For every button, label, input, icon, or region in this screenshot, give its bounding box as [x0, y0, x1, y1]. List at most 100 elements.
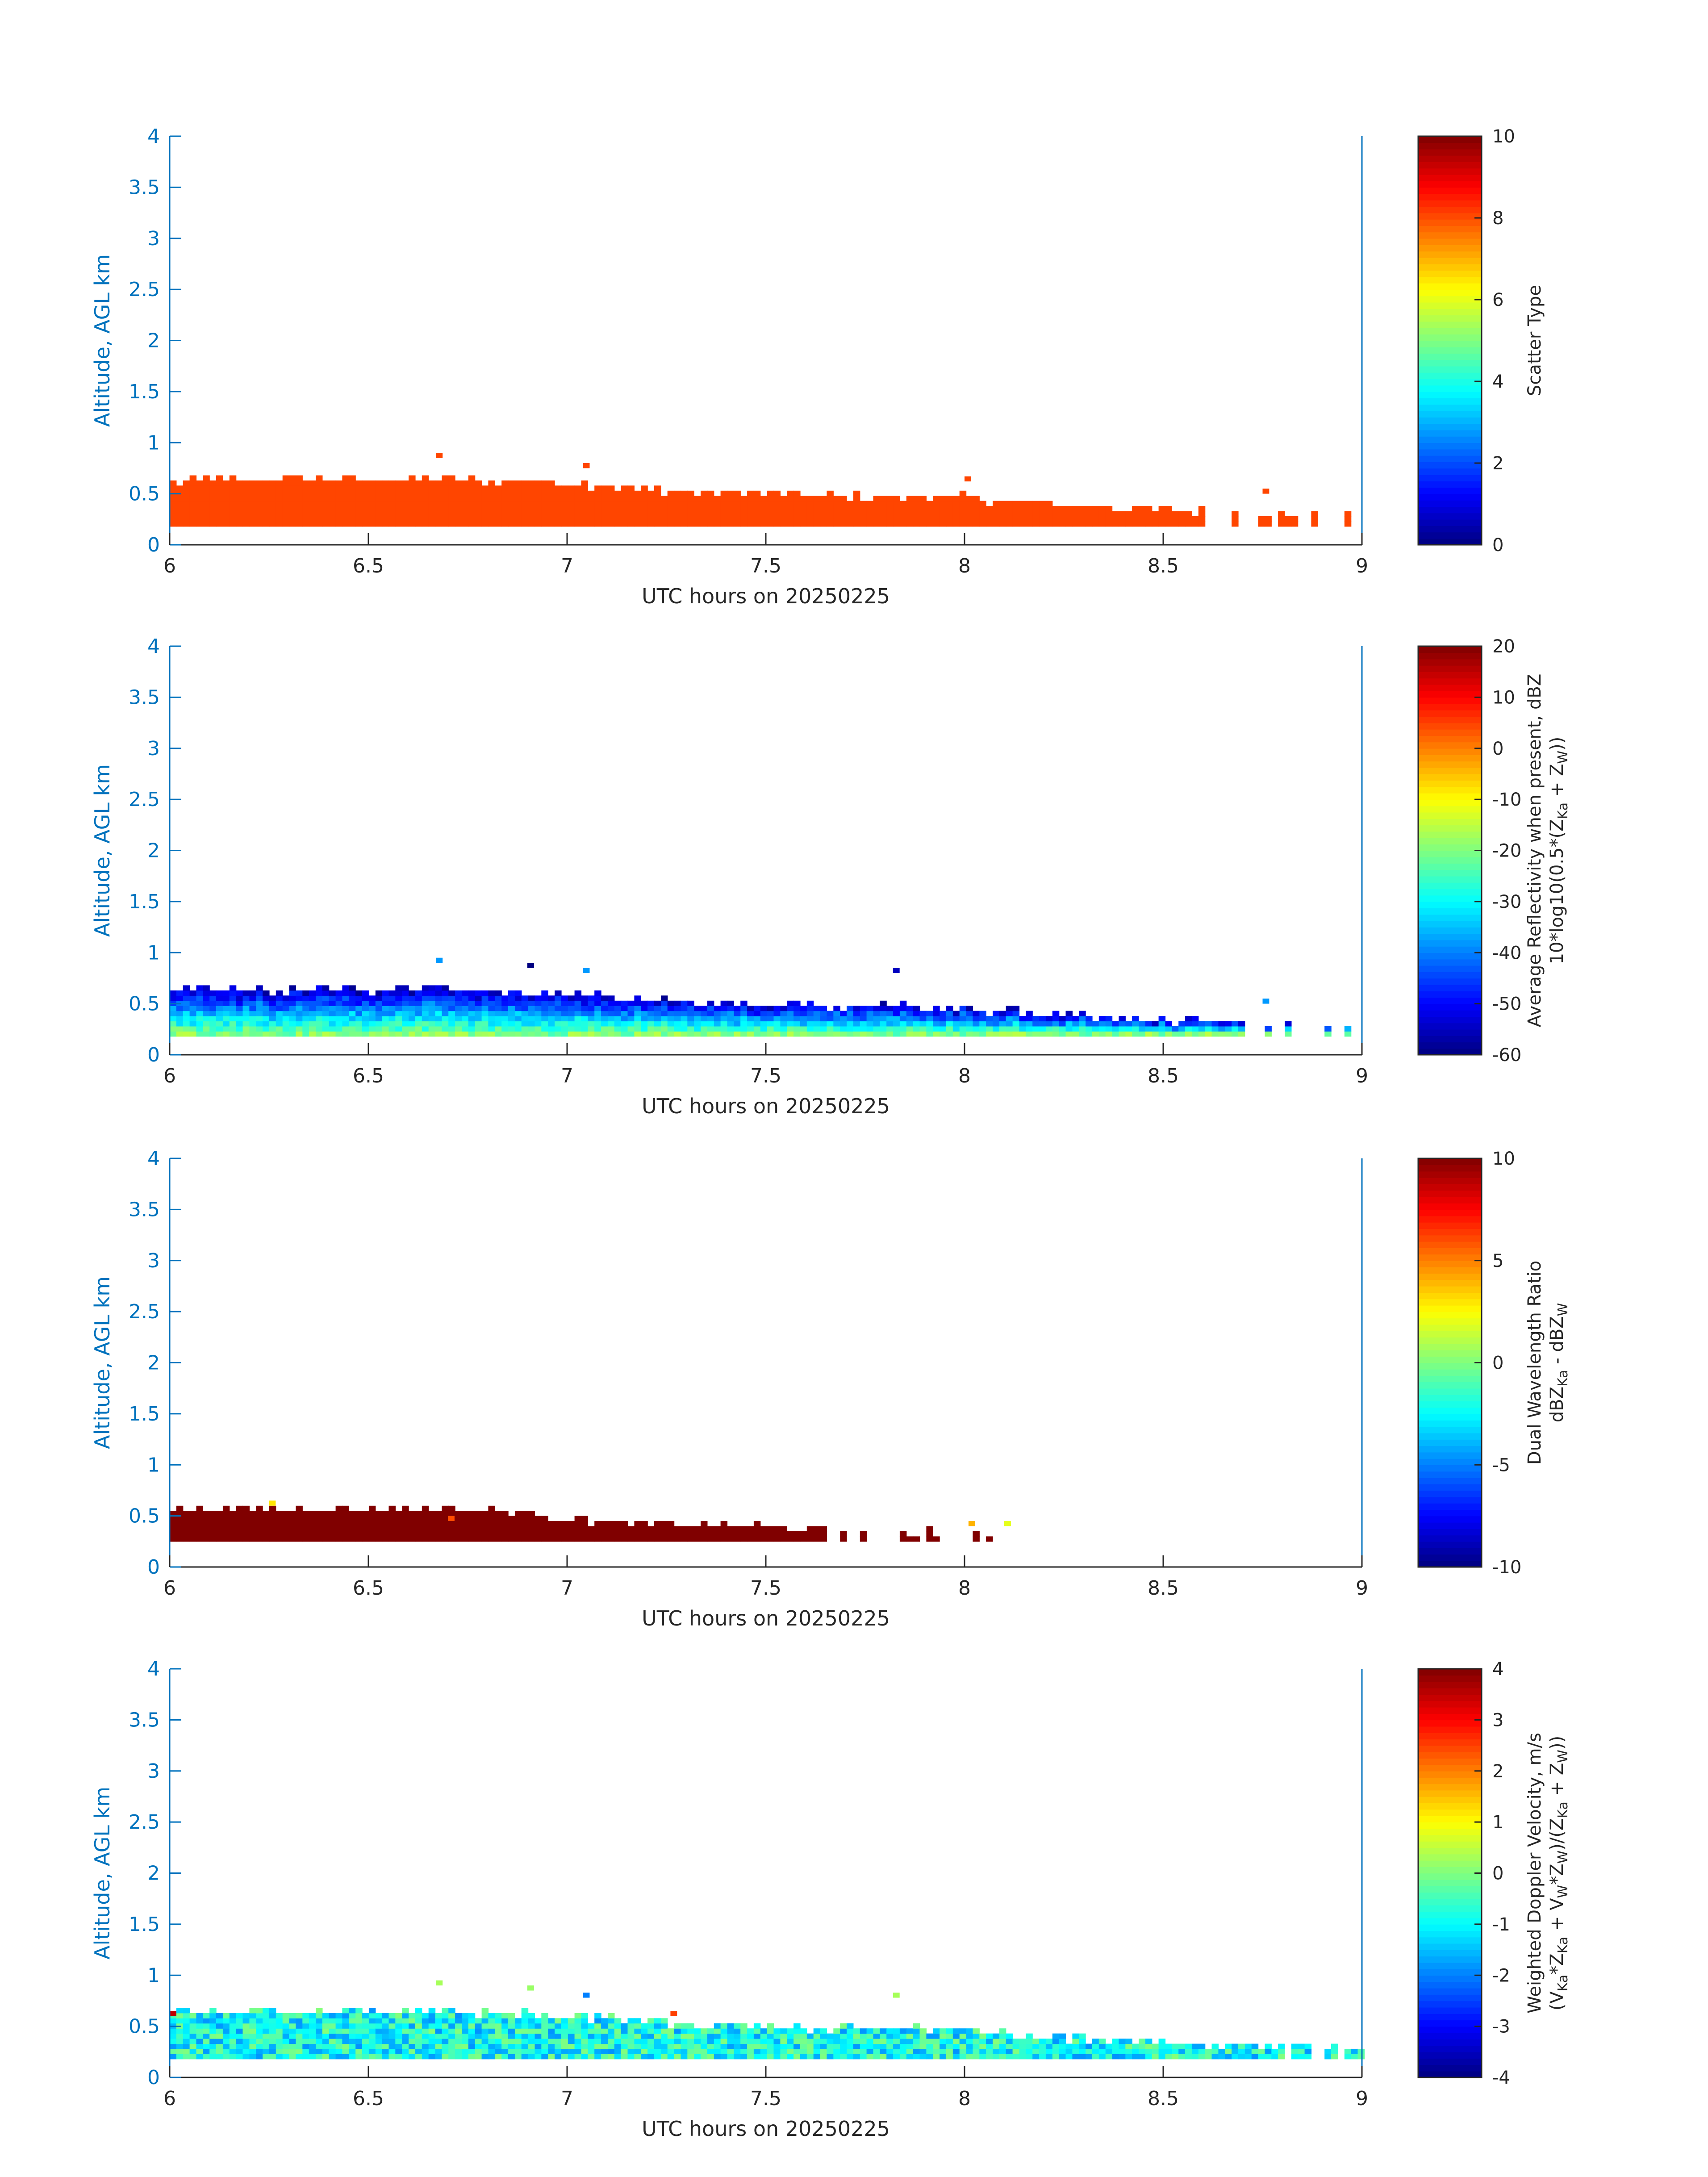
- heatmap-cell: [216, 2033, 223, 2039]
- heatmap-cell: [667, 506, 675, 512]
- heatmap-cell: [329, 1026, 336, 1032]
- heatmap-cell: [707, 501, 714, 506]
- heatmap-cell: [681, 516, 688, 522]
- heatmap-cell: [1165, 2043, 1172, 2049]
- heatmap-cell: [382, 2033, 389, 2039]
- heatmap-cell: [229, 475, 237, 481]
- heatmap-cell: [495, 516, 502, 522]
- heatmap-cell: [362, 2033, 369, 2039]
- heatmap-cell: [1198, 2048, 1206, 2054]
- heatmap-cell: [707, 1031, 714, 1037]
- heatmap-cell: [229, 2028, 237, 2034]
- heatmap-cell: [362, 521, 369, 527]
- colorbar-segment: [1418, 257, 1482, 264]
- outlier-cell: [527, 963, 534, 968]
- heatmap-cell: [289, 521, 296, 527]
- heatmap-cell: [1098, 1016, 1106, 1022]
- heatmap-cell: [787, 1006, 794, 1011]
- colorbar-segment: [1418, 844, 1482, 851]
- heatmap-cell: [1072, 1026, 1079, 1032]
- heatmap-cell: [1324, 2048, 1332, 2054]
- heatmap-cell: [701, 2033, 708, 2039]
- heatmap-cell: [222, 2048, 230, 2054]
- heatmap-cell: [840, 2043, 847, 2049]
- heatmap-cell: [355, 2023, 363, 2029]
- heatmap-cell: [468, 1521, 476, 1527]
- heatmap-cell: [289, 1031, 296, 1037]
- heatmap-cell: [514, 2043, 522, 2049]
- heatmap-cell: [296, 1505, 303, 1511]
- heatmap-cell: [866, 2048, 874, 2054]
- heatmap-cell: [196, 1026, 203, 1032]
- heatmap-cell: [840, 1011, 847, 1016]
- heatmap-cell: [720, 2054, 728, 2060]
- heatmap-cell: [309, 1516, 316, 1521]
- heatmap-cell: [196, 2039, 203, 2044]
- heatmap-cell: [793, 496, 801, 501]
- heatmap-cell: [594, 511, 601, 517]
- heatmap-cell: [322, 2054, 330, 2060]
- heatmap-cell: [422, 1011, 429, 1016]
- heatmap-cell: [1105, 1016, 1113, 1022]
- heatmap-cell: [521, 1526, 529, 1532]
- heatmap-cell: [435, 2043, 442, 2049]
- heatmap-cell: [375, 2048, 383, 2054]
- heatmap-cell: [548, 2018, 555, 2024]
- heatmap-cell: [229, 985, 237, 991]
- heatmap-cell: [368, 1526, 376, 1532]
- heatmap-cell: [973, 2028, 980, 2034]
- heatmap-cell: [1185, 1026, 1192, 1032]
- heatmap-cell: [249, 990, 256, 996]
- heatmap-cell: [276, 521, 283, 527]
- heatmap-cell: [541, 1011, 548, 1016]
- heatmap-cell: [422, 2023, 429, 2029]
- y-tick-label: 3: [147, 227, 160, 250]
- heatmap-cell: [926, 1016, 933, 1022]
- heatmap-cell: [501, 2013, 509, 2018]
- colorbar-label: Scatter Type: [1524, 285, 1545, 396]
- heatmap-cell: [316, 1021, 323, 1027]
- heatmap-cell: [342, 480, 349, 486]
- heatmap-cell: [1178, 2054, 1186, 2060]
- colorbar-segment: [1418, 755, 1482, 762]
- colorbar-segment: [1418, 232, 1482, 239]
- heatmap-cell: [183, 506, 190, 512]
- heatmap-cell: [375, 2023, 383, 2029]
- colorbar-segment: [1418, 1190, 1482, 1197]
- heatmap-cell: [216, 2028, 223, 2034]
- heatmap-cell: [296, 490, 303, 496]
- colorbar-segment: [1418, 2071, 1482, 2078]
- colorbar-segment: [1418, 423, 1482, 430]
- heatmap-cell: [256, 1000, 263, 1006]
- heatmap-cell: [535, 485, 542, 491]
- heatmap-cell: [866, 1011, 874, 1016]
- colorbar-segment: [1418, 1420, 1482, 1427]
- heatmap-cell: [435, 2018, 442, 2024]
- heatmap-cell: [660, 1006, 668, 1011]
- heatmap-cell: [528, 511, 535, 517]
- heatmap-cell: [302, 990, 309, 996]
- heatmap-cell: [296, 2013, 303, 2018]
- heatmap-cell: [1072, 511, 1079, 517]
- heatmap-cell: [422, 1521, 429, 1527]
- heatmap-cell: [276, 485, 283, 491]
- heatmap-cell: [614, 521, 622, 527]
- heatmap-cell: [322, 2013, 330, 2018]
- heatmap-cell: [282, 2018, 290, 2024]
- heatmap-cell: [555, 485, 562, 491]
- heatmap-cell: [1019, 501, 1026, 506]
- heatmap-cell: [1092, 1021, 1099, 1027]
- heatmap-cell: [455, 1006, 462, 1011]
- heatmap-cell: [1039, 1031, 1046, 1037]
- heatmap-cell: [581, 521, 588, 527]
- heatmap-cell: [349, 1021, 356, 1027]
- heatmap-cell: [508, 2018, 515, 2024]
- heatmap-cell: [701, 496, 708, 501]
- heatmap-cell: [415, 2018, 422, 2024]
- heatmap-cell: [806, 521, 814, 527]
- heatmap-cell: [289, 1536, 296, 1542]
- colorbar-label: Average Reflectivity when present, dBZ: [1524, 674, 1545, 1027]
- heatmap-cell: [747, 2033, 754, 2039]
- heatmap-cell: [508, 2043, 515, 2049]
- heatmap-cell: [800, 2033, 807, 2039]
